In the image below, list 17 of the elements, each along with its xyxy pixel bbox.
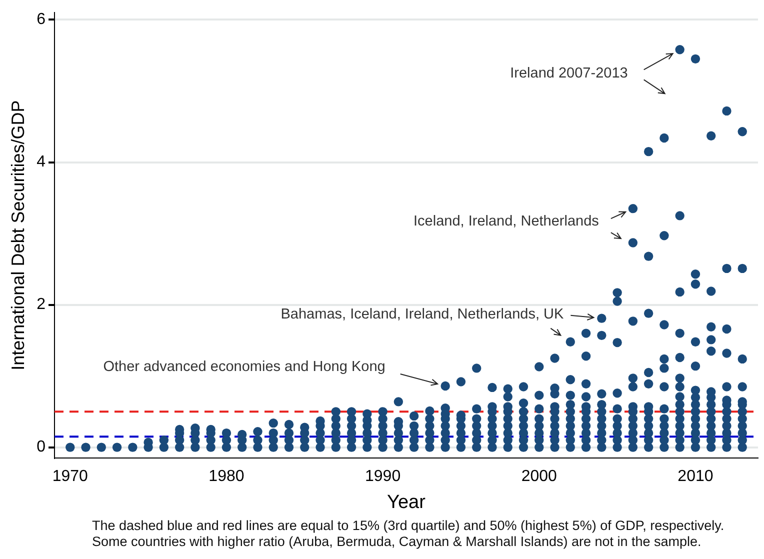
text: The dashed blue and red lines are equal to 15% (3rd quartile) and 50% (highest 5%) of GDP, respectively. [92,518,724,534]
y-tick-label: 4 [36,154,46,171]
x-tick-label: 1980 [208,468,244,486]
y-tick-label: 6 [36,11,46,28]
annotation: Ireland 2007-2013 [510,66,628,82]
x-tick-label: 2000 [521,468,558,486]
annotation: Iceland, Ireland, Netherlands [414,214,599,230]
x-tick-label: 1990 [365,468,401,486]
annotation: Bahamas, Iceland, Ireland, Netherlands, UK [280,306,564,322]
y-axis-title: International Debt Securities/GDP [8,100,28,370]
y-tick-label: 0 [36,438,46,456]
x-tick-label: 2010 [678,468,714,486]
x-axis-title: Year [387,492,426,513]
annotation: Other advanced economies and Hong Kong [103,359,386,376]
x-tick-label: 1970 [52,468,88,486]
y-tick-label: 2 [36,296,46,314]
text: Some countries with higher ratio (Aruba, Bermuda, Cayman & Marshall Islands) are not in the sample. [92,534,702,550]
